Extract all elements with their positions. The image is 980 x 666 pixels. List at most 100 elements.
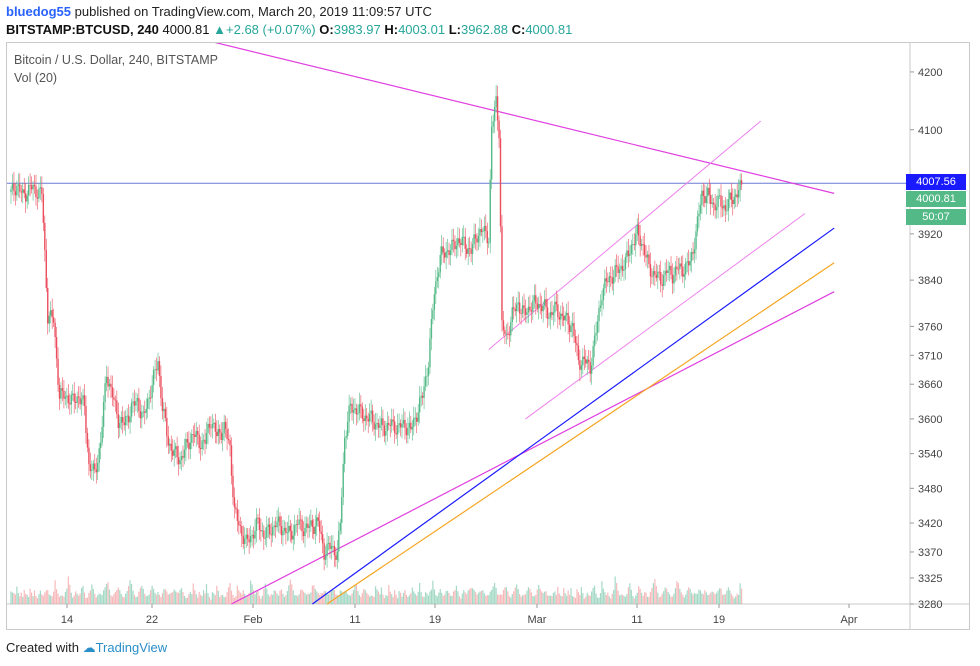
volume-bar <box>504 587 506 604</box>
candle-body <box>740 180 743 185</box>
candle-body <box>651 276 653 278</box>
volume-bar <box>164 589 166 604</box>
candle-body <box>196 431 199 435</box>
candle-body <box>58 384 61 399</box>
candle-body <box>51 310 53 318</box>
candle-body <box>517 302 519 305</box>
candle-body <box>232 475 234 498</box>
candle-body <box>67 395 70 404</box>
volume-bar <box>558 593 560 604</box>
volume-bar <box>663 591 665 604</box>
volume-bar <box>141 585 143 604</box>
x-tick-label: Feb <box>244 614 263 626</box>
candle-body <box>79 397 81 405</box>
candle-body <box>420 395 422 398</box>
candle-body <box>565 312 568 316</box>
candle-body <box>370 410 372 414</box>
price-chart[interactable]: 4200 4100 3920 3840 3760 3710 3660 3600 3540 3480… <box>7 43 970 630</box>
volume-bar <box>470 587 472 604</box>
candle-body <box>668 265 671 271</box>
volume-bar <box>317 593 319 604</box>
volume-bar <box>23 589 25 604</box>
volume-bar <box>545 591 547 604</box>
volume-bar <box>54 580 56 604</box>
candle-body <box>493 107 496 122</box>
candle-body <box>124 416 127 426</box>
candle-body <box>80 399 83 405</box>
candle-body <box>205 432 208 444</box>
volume-bar <box>70 592 72 604</box>
volume-bar <box>624 596 627 604</box>
volume-bar <box>702 594 704 604</box>
candle-body <box>249 535 252 543</box>
author-name[interactable]: bluedog55 <box>6 4 72 19</box>
volume-bar <box>114 591 116 604</box>
volume-bar <box>391 594 393 604</box>
candle-body <box>671 274 674 284</box>
volume-bar <box>494 582 496 604</box>
volume-bar <box>61 595 64 604</box>
volume-bar <box>713 592 715 604</box>
candle-body <box>458 238 461 244</box>
volume-bar <box>55 589 58 604</box>
candle-body <box>305 523 308 528</box>
volume-bar <box>291 584 293 604</box>
volume-bar <box>47 589 49 604</box>
volume-bar <box>448 592 450 604</box>
volume-bar <box>186 597 188 604</box>
volume-bar <box>310 592 312 604</box>
candle-body <box>476 238 478 243</box>
candle-body <box>468 248 471 249</box>
candle-body <box>226 429 228 440</box>
candle-body <box>515 304 518 312</box>
candle-body <box>360 404 362 407</box>
x-tick-label: Apr <box>840 614 857 626</box>
volume-bar <box>635 595 637 604</box>
volume-bar <box>441 592 443 604</box>
volume-bar <box>576 589 578 604</box>
candle-body <box>595 332 597 336</box>
volume-bar <box>444 594 446 604</box>
volume-bar <box>180 588 183 604</box>
candle-body <box>295 524 297 526</box>
volume-bar <box>166 591 168 604</box>
candle-body <box>635 234 637 246</box>
volume-bar <box>110 595 112 604</box>
candle-body <box>244 538 246 544</box>
candle-body <box>263 530 265 539</box>
candle-body <box>105 376 108 384</box>
tradingview-logo-icon[interactable]: ☁ <box>82 640 96 655</box>
candle-body <box>86 432 89 448</box>
candle-body <box>636 224 638 235</box>
candle-body <box>560 313 562 320</box>
volume-bar <box>489 591 491 604</box>
low-label: L: <box>448 22 461 37</box>
volume-bar <box>407 596 409 604</box>
volume-bar <box>177 592 180 604</box>
candle-body <box>170 443 172 451</box>
volume-bar <box>560 595 562 604</box>
volume-bar <box>230 590 233 604</box>
candle-body <box>242 535 244 544</box>
candle-body <box>455 245 458 250</box>
candle-body <box>552 312 555 316</box>
volume-bar <box>351 593 353 604</box>
volume-bar <box>130 584 133 604</box>
candle-body <box>163 408 165 412</box>
volume-bar <box>469 589 471 604</box>
candle-body <box>648 254 650 265</box>
tradingview-brand[interactable]: TradingView <box>95 640 168 655</box>
candle-body <box>561 313 563 316</box>
volume-bar <box>332 589 334 604</box>
chart-pane[interactable]: 4200 4100 3920 3840 3760 3710 3660 3600 3540 3480… <box>6 42 970 630</box>
volume-bar <box>225 597 227 604</box>
volume-bar <box>385 595 387 604</box>
volume-bar <box>564 593 566 604</box>
volume-bar <box>223 597 225 604</box>
candle-body <box>177 457 180 465</box>
candle-body <box>489 179 491 243</box>
candle-body <box>83 395 86 407</box>
candle-body <box>721 206 724 209</box>
volume-bar <box>295 595 297 604</box>
candle-body <box>611 277 613 284</box>
